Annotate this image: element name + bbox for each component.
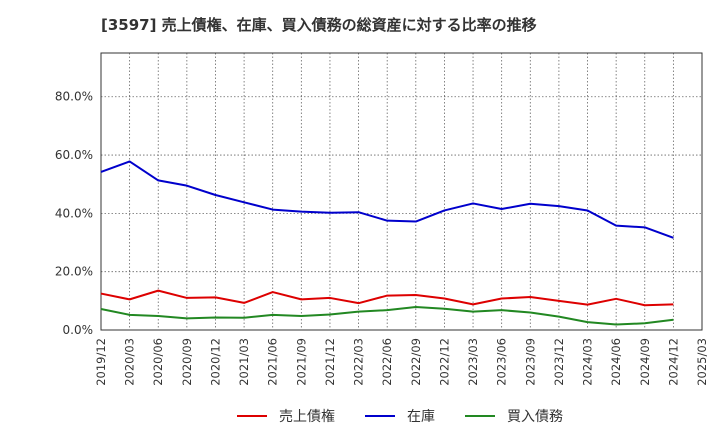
x-tick-label: 2024/09 [638, 338, 652, 386]
x-tick-label: 2020/12 [208, 338, 222, 386]
legend-label-receivables: 売上債権 [279, 409, 335, 425]
y-tick-label: 0.0% [63, 323, 94, 337]
x-axis-ticks: 2019/12 2020/03 2020/06 2020/09 2020/12 2021/… [94, 338, 709, 386]
x-tick-label: 2019/12 [94, 338, 108, 386]
x-tick-label: 2021/12 [323, 338, 337, 386]
series-line-receivables [100, 289, 674, 307]
x-tick-label: 2024/03 [581, 338, 595, 386]
legend: 売上債権 在庫 買入債務 [0, 405, 720, 427]
x-tick-label: 2022/03 [352, 338, 366, 386]
x-tick-label: 2022/12 [437, 338, 451, 386]
x-tick-label: 2020/06 [151, 338, 165, 386]
legend-item-inventory: 在庫 [365, 405, 435, 427]
x-tick-label: 2023/03 [466, 338, 480, 386]
x-tick-label: 2021/03 [237, 338, 251, 386]
legend-label-inventory: 在庫 [407, 409, 435, 425]
x-tick-label: 2023/09 [523, 338, 537, 386]
legend-label-payables: 買入債務 [507, 409, 563, 425]
x-tick-label: 2022/06 [380, 338, 394, 386]
series-lines [100, 160, 674, 326]
legend-swatch-inventory [365, 415, 395, 417]
x-tick-label: 2023/06 [495, 338, 509, 386]
x-tick-label: 2024/12 [666, 338, 680, 386]
x-tick-label: 2024/06 [609, 338, 623, 386]
y-axis-ticks: 0.0% 20.0% 40.0% 60.0% 80.0% [55, 90, 93, 337]
y-tick-label: 80.0% [55, 90, 93, 104]
x-tick-label: 2022/09 [409, 338, 423, 386]
y-tick-label: 40.0% [55, 206, 93, 220]
legend-swatch-receivables [237, 415, 267, 417]
x-tick-label: 2025/03 [695, 338, 709, 386]
y-tick-label: 20.0% [55, 265, 93, 279]
grid [101, 53, 702, 330]
x-tick-label: 2023/12 [552, 338, 566, 386]
x-tick-label: 2020/09 [180, 338, 194, 386]
plot-area-frame [100, 52, 703, 331]
y-tick-label: 60.0% [55, 148, 93, 162]
legend-swatch-payables [465, 415, 495, 417]
x-tick-label: 2021/09 [294, 338, 308, 386]
chart-title: [3597] 売上債権、在庫、買入債務の総資産に対する比率の推移 [101, 16, 537, 34]
x-tick-label: 2021/06 [266, 338, 280, 386]
legend-item-payables: 買入債務 [465, 405, 563, 427]
x-tick-label: 2020/03 [123, 338, 137, 386]
series-line-payables [100, 305, 674, 326]
legend-item-receivables: 売上債権 [237, 405, 335, 427]
series-line-inventory [100, 160, 674, 239]
